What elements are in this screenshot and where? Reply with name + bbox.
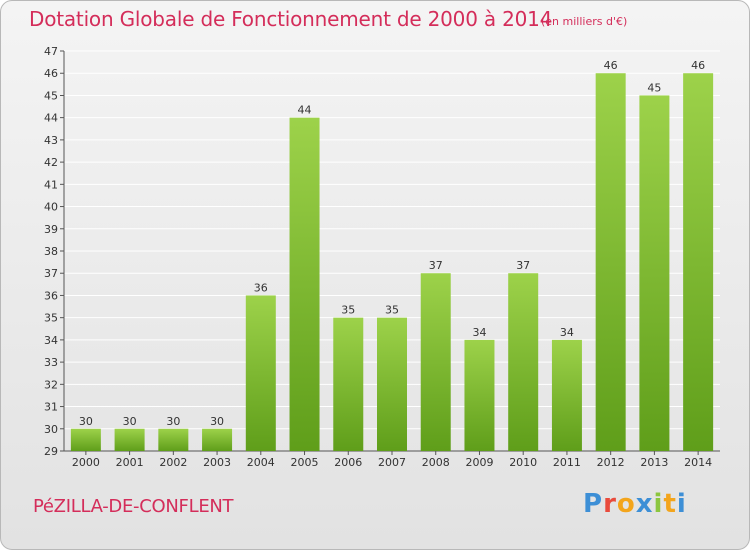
bar-2011 bbox=[551, 339, 582, 451]
bar-2000 bbox=[70, 428, 101, 451]
y-tick-label: 40 bbox=[44, 201, 58, 214]
y-tick-label: 38 bbox=[44, 245, 58, 258]
logo-letter: P bbox=[583, 489, 604, 519]
bar-2012 bbox=[595, 73, 626, 451]
bar-2008 bbox=[420, 273, 451, 451]
x-tick-label-2014: 2014 bbox=[684, 456, 712, 469]
x-tick-label-2010: 2010 bbox=[509, 456, 537, 469]
logo-letter: t bbox=[663, 489, 677, 519]
x-tick-label-2012: 2012 bbox=[597, 456, 625, 469]
y-tick-label: 43 bbox=[44, 134, 58, 147]
y-tick-label: 46 bbox=[44, 67, 58, 80]
y-tick-label: 37 bbox=[44, 267, 58, 280]
unit-note: (en milliers d'€) bbox=[541, 15, 628, 28]
bar-2001 bbox=[114, 428, 145, 451]
y-tick-label: 39 bbox=[44, 223, 58, 236]
y-tick-label: 30 bbox=[44, 423, 58, 436]
x-tick-label-2013: 2013 bbox=[640, 456, 668, 469]
x-tick-label-2002: 2002 bbox=[159, 456, 187, 469]
y-tick-label: 44 bbox=[44, 112, 58, 125]
x-tick-label-2001: 2001 bbox=[116, 456, 144, 469]
x-tick-label-2003: 2003 bbox=[203, 456, 231, 469]
bar-2009 bbox=[464, 339, 495, 451]
data-label-2013: 45 bbox=[647, 81, 661, 94]
data-label-2003: 30 bbox=[210, 415, 224, 428]
bar-2003 bbox=[202, 428, 233, 451]
bar-2013 bbox=[639, 95, 670, 451]
y-tick-label: 33 bbox=[44, 356, 58, 369]
data-label-2010: 37 bbox=[516, 259, 530, 272]
bar-2004 bbox=[245, 295, 276, 451]
bar-2006 bbox=[333, 317, 364, 451]
x-tick-label-2009: 2009 bbox=[465, 456, 493, 469]
data-label-2008: 37 bbox=[429, 259, 443, 272]
bar-2014 bbox=[683, 73, 714, 451]
bar-2002 bbox=[158, 428, 189, 451]
y-tick-label: 42 bbox=[44, 156, 58, 169]
logo-letter: i bbox=[653, 489, 664, 519]
bar-2007 bbox=[377, 317, 407, 451]
chart-title: Dotation Globale de Fonctionnement de 20… bbox=[29, 7, 553, 31]
bar-2005 bbox=[289, 117, 320, 452]
x-tick-label-2006: 2006 bbox=[334, 456, 362, 469]
data-label-2009: 34 bbox=[472, 326, 486, 339]
y-tick-label: 31 bbox=[44, 401, 58, 414]
data-label-2001: 30 bbox=[123, 415, 137, 428]
y-tick-label: 29 bbox=[44, 445, 58, 458]
y-tick-label: 47 bbox=[44, 45, 58, 58]
logo-letter: x bbox=[635, 489, 654, 519]
logo-letter: i bbox=[676, 489, 687, 519]
data-label-2005: 44 bbox=[298, 104, 312, 117]
y-tick-label: 41 bbox=[44, 178, 58, 191]
y-tick-labels: 29 30 31 32 33 34 35 36 37 38 39 40 41 42 43 44 45 46 47 bbox=[44, 45, 58, 458]
data-label-2012: 46 bbox=[604, 59, 618, 72]
y-tick-label: 36 bbox=[44, 289, 58, 302]
x-tick-label-2007: 2007 bbox=[378, 456, 406, 469]
data-label-2014: 46 bbox=[691, 59, 705, 72]
x-tick-labels: 2000 2001 2002 2003 2004 2005 2006 2007 2008 2009… bbox=[72, 451, 712, 469]
data-labels: 30 30 30 30 36 44 35 35 37 34 37 34 46 45 46 bbox=[79, 59, 705, 428]
logo-letter: r bbox=[603, 489, 617, 519]
data-label-2004: 36 bbox=[254, 281, 268, 294]
logo-letter: o bbox=[616, 489, 636, 519]
x-tick-label-2004: 2004 bbox=[247, 456, 275, 469]
data-label-2011: 34 bbox=[560, 326, 574, 339]
data-label-2007: 35 bbox=[385, 304, 399, 317]
bars bbox=[70, 73, 714, 452]
bar-2010 bbox=[508, 273, 539, 451]
x-tick-label-2000: 2000 bbox=[72, 456, 100, 469]
x-tick-label-2011: 2011 bbox=[553, 456, 581, 469]
x-tick-label-2005: 2005 bbox=[291, 456, 319, 469]
y-tick-label: 34 bbox=[44, 334, 58, 347]
data-label-2002: 30 bbox=[166, 415, 180, 428]
y-tick-label: 35 bbox=[44, 312, 58, 325]
x-tick-label-2008: 2008 bbox=[422, 456, 450, 469]
data-label-2006: 35 bbox=[341, 304, 355, 317]
commune-name: PéZILLA-DE-CONFLENT bbox=[33, 496, 234, 517]
y-tick-label: 32 bbox=[44, 378, 58, 391]
y-tick-label: 45 bbox=[44, 89, 58, 102]
data-label-2000: 30 bbox=[79, 415, 93, 428]
